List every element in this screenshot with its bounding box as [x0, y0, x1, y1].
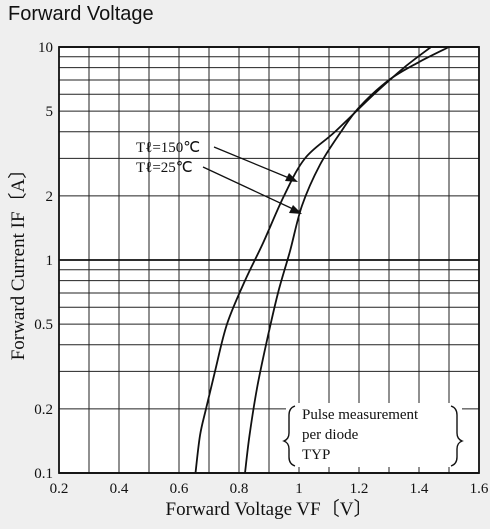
- plot-frame: [58, 46, 480, 474]
- y-tick-label: 5: [46, 104, 54, 120]
- y-tick-label: 0.5: [34, 317, 53, 333]
- note-line-3: TYP: [302, 447, 330, 463]
- grid-lines: [58, 46, 480, 474]
- annotation-25: Tℓ=25℃: [136, 160, 193, 176]
- annotation-group: Tℓ=150℃ Tℓ=25℃ Pulse measurement per dio…: [136, 140, 464, 467]
- annotation-arrowhead-25: [289, 205, 302, 214]
- annotation-150: Tℓ=150℃: [136, 140, 200, 156]
- x-tick-label: 0.6: [170, 481, 189, 497]
- x-tick-label: 0.4: [110, 481, 129, 497]
- x-tick-label: 1.4: [410, 481, 429, 497]
- y-tick-label: 0.1: [34, 466, 53, 482]
- x-tick-label: 1.6: [470, 481, 489, 497]
- series-line-tl150: [194, 46, 432, 474]
- series-line-tl25: [244, 46, 450, 474]
- y-tick-label: 0.2: [34, 402, 53, 418]
- x-tick-labels: 0.2 0.4 0.6 0.8 1 1.2 1.4 1.6: [50, 481, 489, 497]
- note-line-1: Pulse measurement: [302, 407, 419, 423]
- y-tick-label: 1: [46, 253, 54, 269]
- note-box-bg: [286, 403, 462, 467]
- note-bracket-right: [450, 405, 464, 467]
- x-tick-label: 0.2: [50, 481, 69, 497]
- y-axis-label: Forward Current IF〔A〕: [7, 160, 29, 361]
- note-line-2: per diode: [302, 427, 359, 443]
- annotation-arrowhead-150: [285, 173, 298, 182]
- y-tick-labels: 0.1 0.2 0.5 1 2 5 10: [34, 40, 53, 482]
- annotation-arrow-25: [202, 166, 294, 210]
- series-lines: [194, 46, 450, 474]
- y-tick-label: 2: [46, 189, 54, 205]
- x-tick-label: 1: [295, 481, 303, 497]
- y-tick-label: 10: [38, 40, 53, 56]
- annotation-arrow-150: [213, 146, 290, 179]
- x-tick-label: 1.2: [350, 481, 369, 497]
- x-tick-label: 0.8: [230, 481, 249, 497]
- note-bracket-left: [282, 405, 296, 467]
- chart-title: Forward Voltage: [8, 3, 154, 25]
- x-axis-label: Forward Voltage VF〔V〕: [166, 498, 373, 520]
